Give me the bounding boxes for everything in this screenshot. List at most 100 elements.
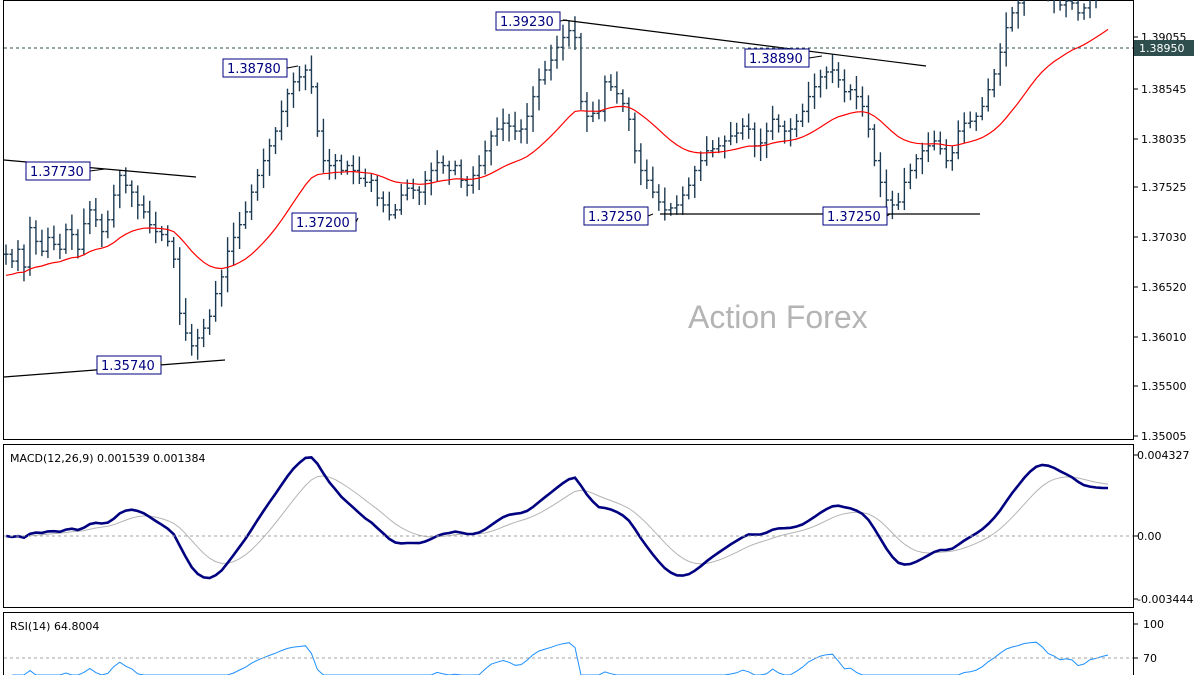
price-bar: [374, 175, 380, 207]
price-bar: [734, 122, 740, 144]
price-bar: [39, 229, 45, 257]
macd-signal-line: [5, 475, 1109, 565]
price-bar: [812, 73, 818, 109]
price-bar: [764, 122, 770, 159]
price-bar: [985, 78, 991, 112]
price-bar: [470, 166, 476, 194]
level-connector: [886, 213, 891, 217]
level-label: 1.37730: [25, 161, 106, 181]
price-bar: [452, 160, 458, 176]
price-bar: [171, 236, 177, 268]
price-bar: [189, 323, 195, 356]
price-bar: [338, 154, 344, 175]
price-bar: [662, 187, 668, 221]
price-bar: [913, 154, 919, 179]
price-bar: [638, 143, 644, 186]
price-bar: [818, 69, 824, 98]
price-bar: [290, 72, 296, 108]
price-bar: [901, 167, 907, 211]
price-bar: [33, 220, 39, 255]
price-bar: [93, 198, 99, 228]
price-bar: [9, 248, 15, 268]
price-bar: [596, 99, 602, 120]
price-bar: [794, 114, 800, 138]
price-bar: [99, 213, 105, 248]
rsi-pane: [3, 612, 1134, 675]
price-bar: [87, 201, 93, 235]
price-bar: [835, 62, 841, 88]
price-bar: [865, 95, 871, 138]
price-bar: [488, 130, 494, 166]
price-bar: [788, 118, 794, 147]
price-bar: [141, 195, 147, 219]
price-bar: [1095, 0, 1097, 9]
price-bar: [560, 24, 566, 61]
level-connector: [808, 55, 823, 59]
macd-y-tick: -0.003444: [1137, 593, 1193, 606]
level-label: 1.39230: [495, 11, 568, 31]
price-bar: [380, 191, 386, 213]
price-bar: [722, 135, 728, 159]
y-tick-label: 1.36520: [1141, 281, 1187, 294]
price-bar: [931, 130, 937, 151]
price-bar: [255, 168, 261, 201]
price-bar: [422, 171, 428, 205]
price-bar: [524, 103, 530, 144]
price-bar: [332, 153, 338, 180]
price-bar: [308, 55, 314, 94]
price-bar: [943, 139, 949, 169]
price-bar: [602, 75, 608, 122]
price-bar: [770, 105, 776, 140]
price-bar: [512, 111, 518, 140]
rsi-y-tick: 100: [1143, 618, 1164, 631]
price-bar: [1063, 0, 1069, 18]
price-bar: [57, 233, 63, 260]
price-bar: [728, 122, 734, 146]
price-bar: [1003, 12, 1009, 67]
price-bar: [973, 112, 979, 131]
price-bar: [237, 211, 243, 249]
price-bar: [782, 120, 788, 144]
price-bar: [979, 97, 985, 121]
price-bar: [955, 120, 961, 160]
price-bar: [117, 169, 123, 209]
current-price-label: 1.38950: [1139, 42, 1185, 55]
price-bar: [326, 148, 332, 180]
price-bar: [548, 44, 554, 81]
price-bar: [105, 210, 111, 239]
current-price-tag: [1134, 40, 1194, 56]
price-bar: [590, 101, 596, 123]
level-value: 1.37250: [588, 210, 642, 225]
level-connector: [89, 168, 106, 172]
price-bar: [1087, 0, 1091, 19]
price-bar: [416, 186, 422, 206]
price-bar: [1009, 6, 1015, 32]
level-connector: [559, 19, 568, 22]
macd-series: [5, 456, 1109, 580]
price-bar: [273, 127, 279, 155]
level-value: 1.37200: [296, 216, 350, 231]
y-tick-label: 1.35005: [1141, 430, 1187, 443]
price-bar: [871, 124, 877, 167]
price-bar: [584, 92, 590, 132]
price-bar: [45, 227, 51, 258]
price-bar: [165, 225, 171, 247]
price-bar: [476, 155, 482, 191]
y-tick-label: 1.35500: [1141, 380, 1187, 393]
price-bar: [398, 183, 404, 215]
price-bar: [542, 60, 548, 85]
price-bar: [746, 113, 752, 139]
price-axis: 1.39055 1.38545 1.38035 1.37525 1.37030 …: [4, 31, 1194, 443]
price-bar: [482, 140, 488, 175]
price-bar: [841, 69, 847, 103]
macd-y-tick: 0.00: [1137, 530, 1162, 543]
price-bar: [632, 112, 638, 164]
price-bar: [710, 140, 716, 158]
y-tick-label: 1.37030: [1141, 231, 1187, 244]
price-bar: [776, 114, 782, 133]
price-bar: [284, 88, 290, 128]
price-bar: [135, 185, 141, 220]
price-bar: [704, 136, 710, 166]
price-bar: [644, 159, 650, 189]
price-bar: [320, 118, 326, 173]
